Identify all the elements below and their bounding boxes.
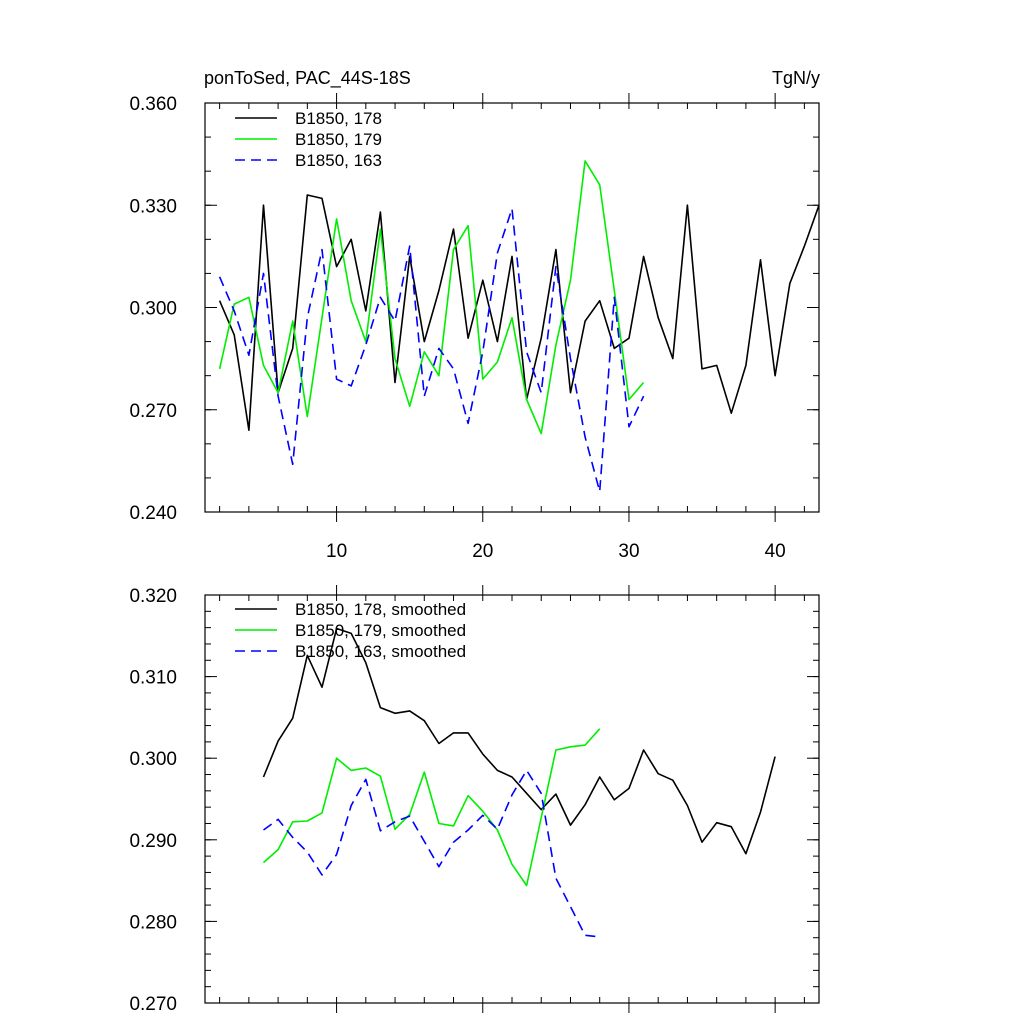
series-line-3 xyxy=(263,769,600,938)
x-tick-label: 30 xyxy=(618,541,639,562)
series-line-3 xyxy=(218,207,645,493)
series-line-1 xyxy=(262,627,776,855)
units-label: TgN/y xyxy=(772,68,820,88)
y-tick-label: 0.290 xyxy=(129,831,177,852)
y-tick-label: 0.300 xyxy=(129,299,177,320)
y-tick-label: 0.320 xyxy=(129,586,177,607)
series-line-1 xyxy=(218,194,820,432)
x-tick-label: 10 xyxy=(326,541,347,562)
y-tick-label: 0.270 xyxy=(129,401,177,422)
legend-label: B1850, 178 xyxy=(295,109,382,128)
y-tick-label: 0.280 xyxy=(129,912,177,933)
y-tick-label: 0.310 xyxy=(129,668,177,689)
y-tick-label: 0.300 xyxy=(129,749,177,770)
chart-title: ponToSed, PAC_44S-18S xyxy=(204,68,411,89)
y-tick-label: 0.240 xyxy=(129,503,177,524)
x-tick-label: 40 xyxy=(765,541,786,562)
legend-label: B1850, 179, smoothed xyxy=(295,621,466,640)
bottom-panel: 0.270 0.280 0.290 0.300 0.310 0.320 B1850, 178… xyxy=(129,585,820,1015)
x-tick-label: 20 xyxy=(472,541,493,562)
top-panel: 10 20 30 40 0.240 0.270 0.300 0.330 0.360 B1850, … xyxy=(129,93,820,562)
y-tick-label: 0.330 xyxy=(129,196,177,217)
legend-label: B1850, 163, smoothed xyxy=(295,642,466,661)
y-tick-label: 0.270 xyxy=(129,994,177,1015)
series-line-2 xyxy=(218,160,645,435)
y-tick-label: 0.360 xyxy=(129,94,177,115)
legend-label: B1850, 163 xyxy=(295,151,382,170)
legend-label: B1850, 179 xyxy=(295,130,382,149)
legend-label: B1850, 178, smoothed xyxy=(295,600,466,619)
